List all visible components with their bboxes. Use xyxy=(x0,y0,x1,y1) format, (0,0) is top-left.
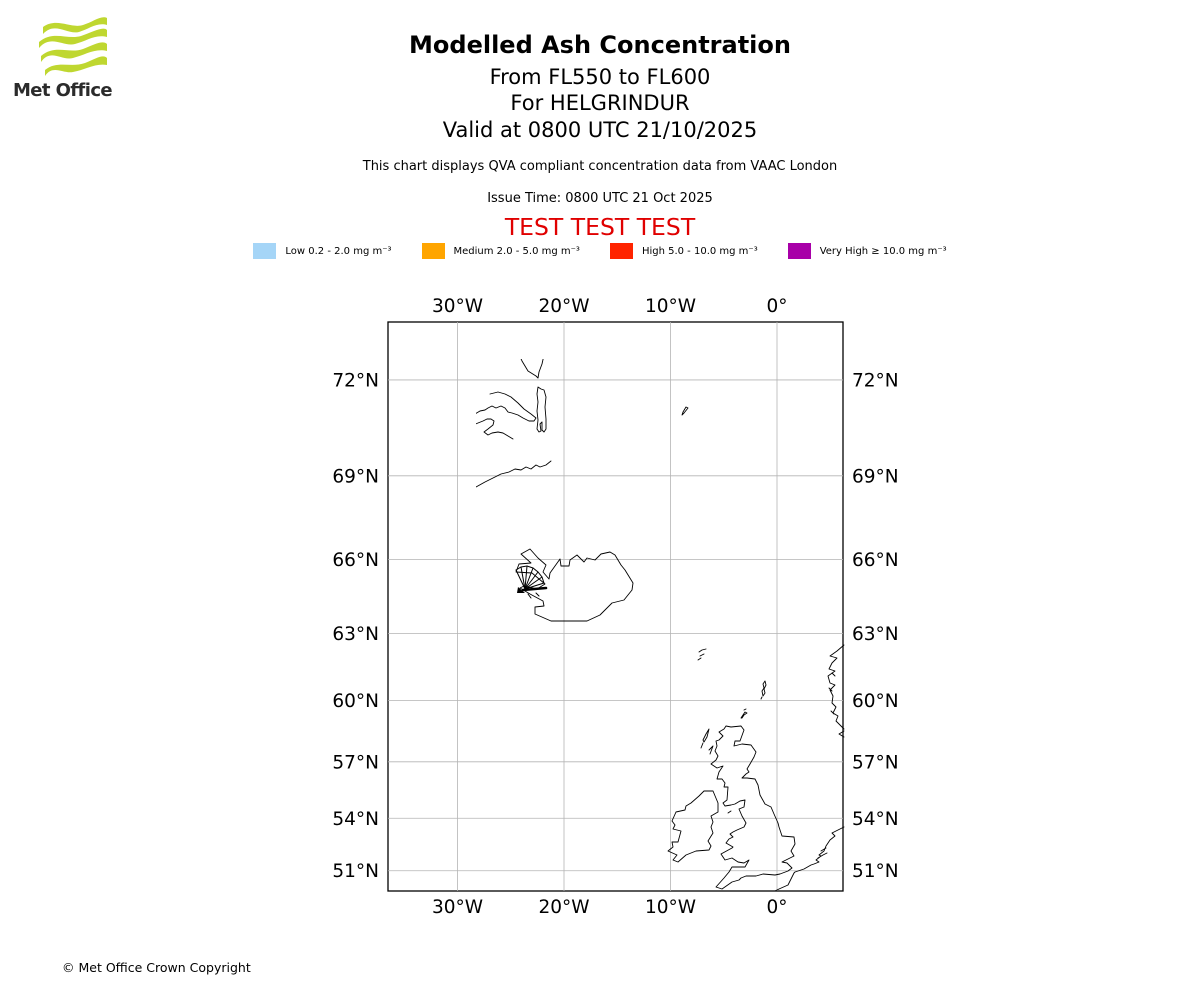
copyright-text: © Met Office Crown Copyright xyxy=(62,960,251,975)
lon-tick-label-top: 0° xyxy=(766,296,787,317)
coastlines xyxy=(476,359,845,892)
legend-item: High 5.0 - 10.0 mg m⁻³ xyxy=(609,243,758,259)
subtitle-valid-time: Valid at 0800 UTC 21/10/2025 xyxy=(442,118,758,142)
lon-tick-label-top: 30°W xyxy=(432,296,483,317)
lat-tick-label-right: 60°N xyxy=(852,691,899,712)
lon-tick-label-bottom: 20°W xyxy=(538,897,589,918)
lat-tick-label-right: 69°N xyxy=(852,466,899,487)
met-office-logo-text: Met Office xyxy=(13,80,113,101)
legend-swatch-icon xyxy=(421,243,445,259)
lon-tick-label-bottom: 0° xyxy=(766,897,787,918)
legend-swatch-icon xyxy=(609,243,633,259)
legend-label: Very High ≥ 10.0 mg m⁻³ xyxy=(819,245,947,257)
legend-swatch-icon xyxy=(253,243,277,259)
map-tick-labels: 30°W 30°W 20°W 20°W 10°W 10°W 0° 0° 72°N 72°N 69°N… xyxy=(332,296,898,918)
lat-tick-label-left: 60°N xyxy=(332,691,379,712)
legend-item: Low 0.2 - 2.0 mg m⁻³ xyxy=(253,243,392,259)
map-frame xyxy=(387,321,844,892)
lat-tick-label-left: 66°N xyxy=(332,550,379,571)
issue-time: Issue Time: 0800 UTC 21 Oct 2025 xyxy=(487,191,713,206)
lat-tick-label-right: 66°N xyxy=(852,550,899,571)
lat-tick-label-left: 57°N xyxy=(332,752,379,773)
lat-tick-label-right: 72°N xyxy=(852,370,899,391)
legend-label: Medium 2.0 - 5.0 mg m⁻³ xyxy=(453,245,580,257)
lat-tick-label-right: 57°N xyxy=(852,752,899,773)
test-banner: TEST TEST TEST xyxy=(504,213,696,241)
met-office-logo: Met Office xyxy=(13,12,123,101)
legend-item: Very High ≥ 10.0 mg m⁻³ xyxy=(787,243,947,259)
lat-tick-label-right: 54°N xyxy=(852,809,899,830)
lon-tick-label-bottom: 10°W xyxy=(645,897,696,918)
lon-tick-label-top: 20°W xyxy=(538,296,589,317)
legend-label: Low 0.2 - 2.0 mg m⁻³ xyxy=(285,245,392,257)
met-office-waves-icon xyxy=(39,17,107,76)
legend: Low 0.2 - 2.0 mg m⁻³ Medium 2.0 - 5.0 mg … xyxy=(0,243,1200,259)
subtitle-flight-levels: From FL550 to FL600 xyxy=(489,65,711,89)
lon-tick-label-bottom: 30°W xyxy=(432,897,483,918)
map-gridlines xyxy=(388,322,843,891)
legend-item: Medium 2.0 - 5.0 mg m⁻³ xyxy=(421,243,580,259)
lat-tick-label-left: 51°N xyxy=(332,861,379,882)
subtitle-volcano: For HELGRINDUR xyxy=(510,91,690,115)
lat-tick-label-left: 54°N xyxy=(332,809,379,830)
lon-tick-label-top: 10°W xyxy=(645,296,696,317)
ash-contour-marker xyxy=(515,565,548,599)
lat-tick-label-left: 69°N xyxy=(332,466,379,487)
lat-tick-label-right: 63°N xyxy=(852,624,899,645)
legend-swatch-icon xyxy=(787,243,811,259)
qva-note: This chart displays QVA compliant concen… xyxy=(362,159,838,174)
lat-tick-label-right: 51°N xyxy=(852,861,899,882)
lat-tick-label-left: 72°N xyxy=(332,370,379,391)
map-canvas: 30°W 30°W 20°W 20°W 10°W 10°W 0° 0° 72°N 72°N 69°N… xyxy=(300,285,920,925)
page-title: Modelled Ash Concentration xyxy=(409,31,791,59)
lat-tick-label-left: 63°N xyxy=(332,624,379,645)
legend-label: High 5.0 - 10.0 mg m⁻³ xyxy=(641,245,758,257)
